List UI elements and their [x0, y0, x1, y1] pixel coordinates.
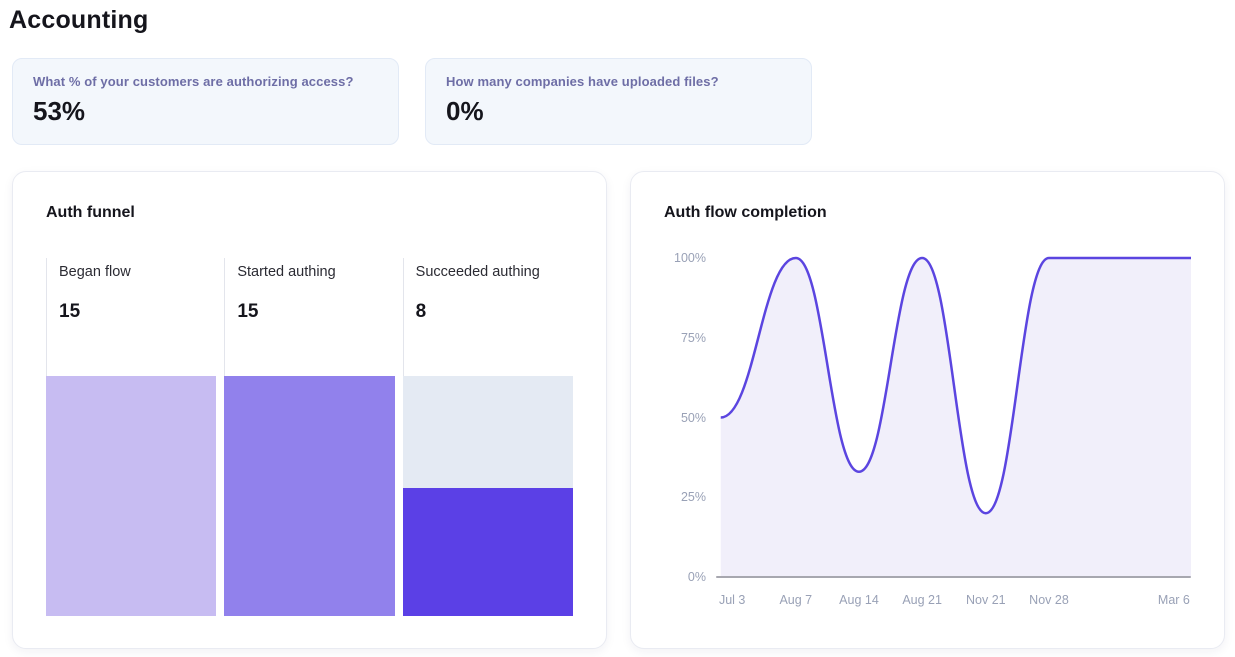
funnel-bar-track: [224, 376, 395, 616]
x-axis-tick: Nov 28: [1029, 593, 1069, 607]
funnel-step-label: Began flow: [59, 264, 131, 280]
funnel-step-header: Succeeded authing 8: [402, 258, 573, 376]
funnel-bar-fill: [46, 376, 217, 616]
area-chart-svg: [716, 258, 1191, 577]
x-axis-tick: Nov 21: [965, 593, 1006, 607]
funnel-step-value: 15: [59, 301, 81, 322]
stat-card-uploaded-files: How many companies have uploaded files? …: [425, 58, 812, 145]
funnel-bar-fill: [224, 376, 395, 616]
funnel-step-began-flow: Began flow 15: [46, 258, 217, 616]
x-axis-tick: Aug 14: [839, 593, 879, 607]
card-title: Auth flow completion: [664, 204, 827, 221]
x-axis-tick: Jul 3: [718, 593, 746, 607]
auth-flow-completion-chart: 100% 75% 50% 25% 0%: [664, 251, 1191, 584]
trend-line: [721, 258, 1191, 513]
funnel-step-label: Started authing: [237, 264, 336, 280]
auth-funnel-chart: Began flow 15 Started authing 15: [46, 258, 573, 616]
x-axis-tick: Aug 21: [902, 593, 942, 607]
stat-question: How many companies have uploaded files?: [446, 74, 719, 89]
stat-value: 0%: [446, 96, 484, 126]
card-title: Auth funnel: [46, 204, 135, 221]
y-axis-tick: 50%: [680, 410, 706, 425]
stat-cards-row: What % of your customers are authorizing…: [12, 58, 1225, 145]
funnel-step-started-authing: Started authing 15: [224, 258, 395, 616]
y-axis-tick: 25%: [680, 490, 706, 505]
y-axis-tick: 100%: [674, 251, 706, 265]
y-axis-tick: 0%: [687, 570, 706, 584]
area-fill: [720, 258, 1191, 577]
stat-card-authorizing-access: What % of your customers are authorizing…: [12, 58, 399, 145]
funnel-step-value: 8: [415, 301, 427, 322]
funnel-step-label: Succeeded authing: [415, 264, 540, 280]
funnel-step-header: Started authing 15: [224, 258, 394, 376]
funnel-bar-track: [402, 376, 573, 616]
stat-question: What % of your customers are authorizing…: [33, 74, 354, 89]
x-axis: Jul 3 Aug 7 Aug 14 Aug 21 Nov 21 Nov 28 Mar 6: [716, 593, 1191, 611]
y-axis-tick: 75%: [680, 330, 706, 345]
funnel-bar-track: [46, 376, 217, 616]
x-axis-tick: Aug 7: [779, 593, 813, 607]
charts-row: Auth funnel Began flow 15 Started authin…: [12, 171, 1225, 649]
y-axis: 100% 75% 50% 25% 0%: [664, 251, 716, 584]
x-axis-line: [716, 576, 1191, 578]
funnel-step-value: 15: [237, 301, 259, 322]
auth-funnel-card: Auth funnel Began flow 15 Started authin…: [12, 171, 607, 649]
stat-value: 53%: [33, 96, 86, 126]
x-axis-tick: Mar 6: [1157, 593, 1190, 607]
auth-flow-completion-card: Auth flow completion 100% 75% 50% 25% 0% Jul…: [630, 171, 1225, 649]
funnel-step-header: Began flow 15: [46, 258, 216, 376]
page-title: Accounting: [9, 6, 149, 34]
funnel-step-succeeded-authing: Succeeded authing 8: [402, 258, 573, 616]
funnel-bar-fill: [402, 488, 573, 616]
plot-area: [716, 258, 1191, 578]
